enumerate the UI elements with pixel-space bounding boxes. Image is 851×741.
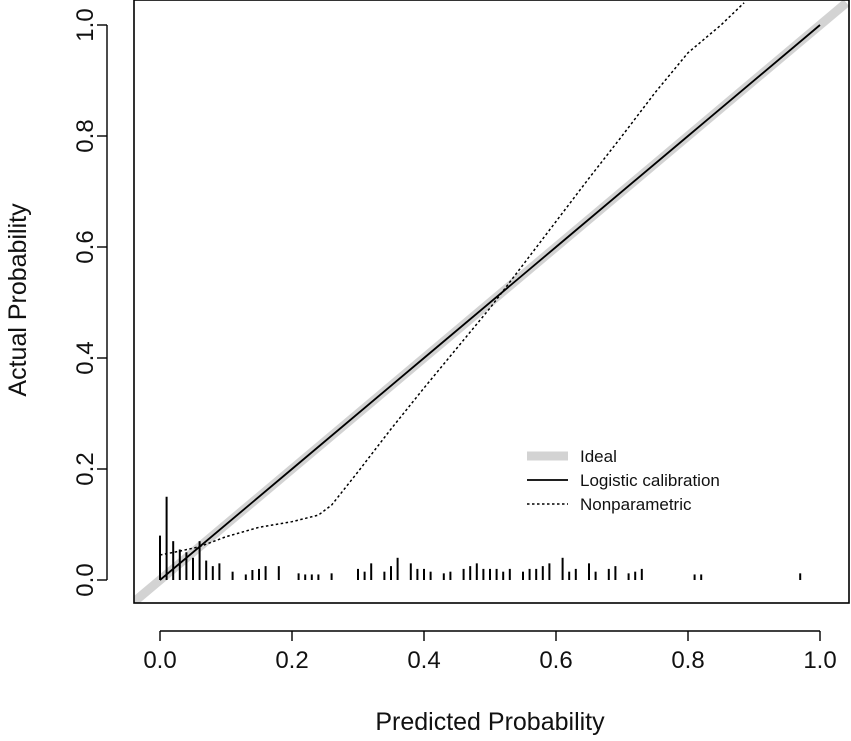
y-tick-label: 0.2 — [72, 452, 99, 485]
y-tick-label: 0.8 — [72, 119, 99, 152]
legend-label: Ideal — [580, 447, 617, 466]
legend-label: Logistic calibration — [580, 471, 720, 490]
x-tick-label: 0.0 — [143, 647, 176, 674]
series-line-nonparametric — [159, 2, 745, 556]
y-tick-label: 0.6 — [72, 230, 99, 263]
y-tick-label: 0.4 — [72, 341, 99, 374]
x-tick-label: 0.6 — [539, 647, 572, 674]
x-tick-label: 1.0 — [803, 647, 836, 674]
x-tick-label: 0.2 — [275, 647, 308, 674]
y-tick-label: 0.0 — [72, 563, 99, 596]
x-tick-label: 0.4 — [407, 647, 440, 674]
legend: Ideal Logistic calibration Nonparametric — [527, 447, 720, 514]
axis-layer: 0.0 0.2 0.4 0.6 0.8 1.0 0.0 0.2 0.4 0.6 0.8 1.0 — [72, 8, 837, 674]
x-axis-title: Predicted Probability — [375, 708, 605, 736]
rug-layer — [159, 496, 802, 580]
y-tick-label: 1.0 — [72, 8, 99, 41]
legend-label: Nonparametric — [580, 495, 692, 514]
series-line-logistic-calibration — [159, 24, 821, 581]
y-axis-title: Actual Probability — [4, 203, 32, 397]
series-layer — [134, 0, 849, 603]
plot-frame — [133, 0, 850, 604]
x-tick-label: 0.8 — [671, 647, 704, 674]
